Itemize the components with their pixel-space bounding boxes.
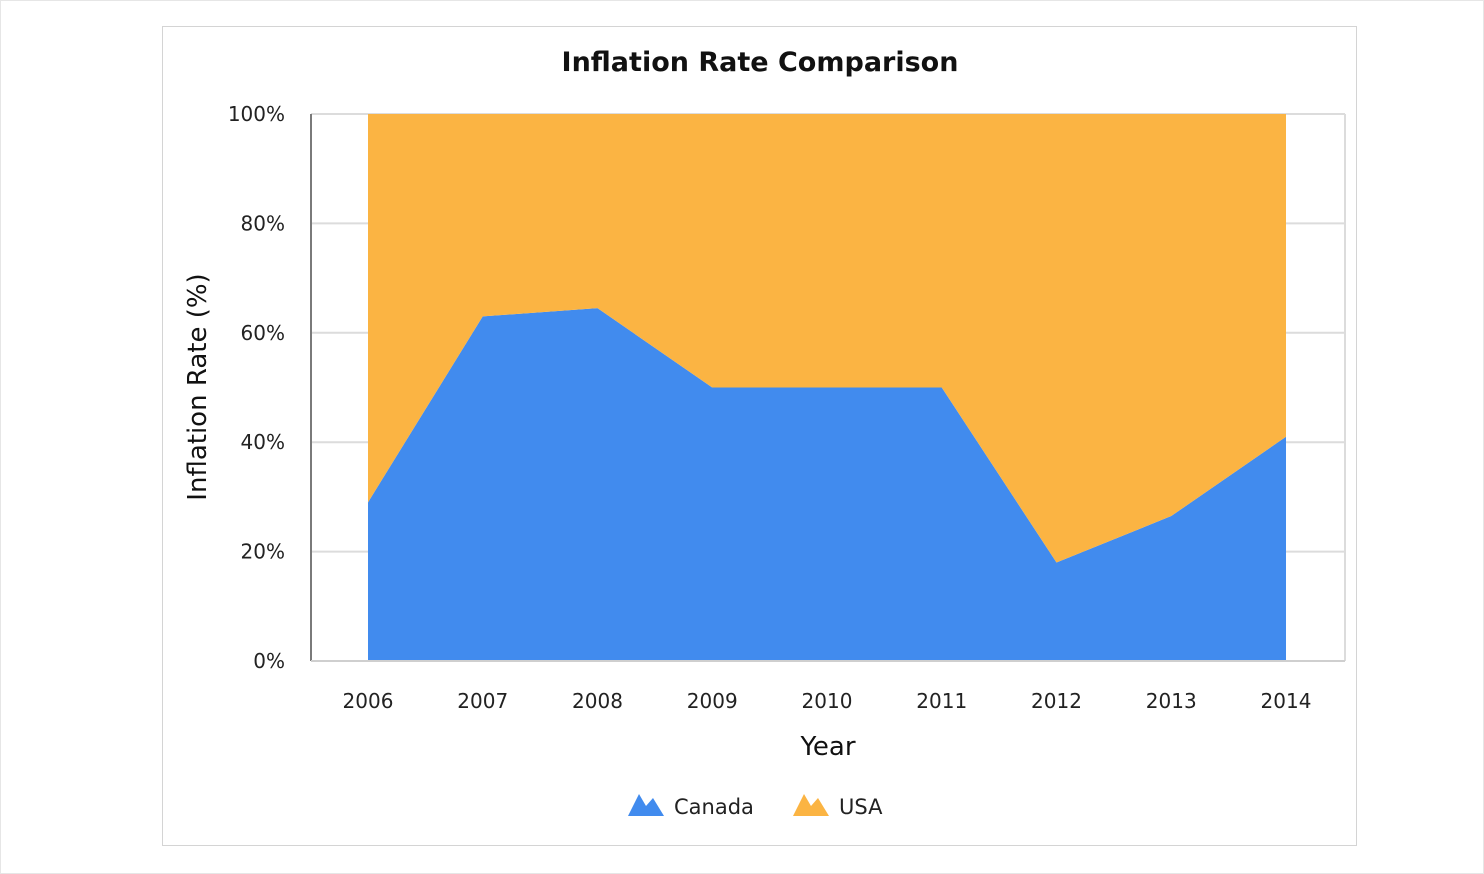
legend: Canada USA xyxy=(628,794,883,819)
legend-label: USA xyxy=(839,795,883,819)
legend-item-canada: Canada xyxy=(628,794,754,819)
area-layer xyxy=(368,114,1286,661)
chart-title: Inflation Rate Comparison xyxy=(562,47,959,78)
x-tick-label: 2006 xyxy=(343,689,394,713)
x-tick-label: 2012 xyxy=(1031,689,1082,713)
y-tick-label: 20% xyxy=(241,540,285,564)
y-tick-label: 80% xyxy=(241,211,285,235)
area-series-usa xyxy=(368,114,1286,563)
x-tick-label: 2007 xyxy=(457,689,508,713)
y-tick-label: 40% xyxy=(241,430,285,454)
x-axis-title: Year xyxy=(799,732,855,762)
x-tick-label: 2008 xyxy=(572,689,623,713)
chart-frame: Inflation Rate Comparison 0% 20% 40% 60% 80%… xyxy=(162,26,1357,846)
x-tick-label: 2009 xyxy=(687,689,738,713)
x-tick-labels: 2006 2007 2008 2009 2010 2011 2012 2013 2014 xyxy=(343,689,1312,713)
x-tick-label: 2013 xyxy=(1146,689,1197,713)
chart-svg: Inflation Rate Comparison 0% 20% 40% 60% 80%… xyxy=(183,47,1346,819)
x-tick-label: 2010 xyxy=(802,689,853,713)
y-tick-labels: 0% 20% 40% 60% 80% 100% xyxy=(228,102,285,673)
legend-label: Canada xyxy=(674,795,754,819)
y-tick-label: 60% xyxy=(241,321,285,345)
axis-layer xyxy=(310,114,1345,662)
y-tick-label: 100% xyxy=(228,102,285,126)
x-tick-label: 2011 xyxy=(916,689,967,713)
area-series-canada xyxy=(368,308,1286,661)
y-tick-label: 0% xyxy=(253,649,285,673)
y-axis-title: Inflation Rate (%) xyxy=(183,273,213,500)
legend-item-usa: USA xyxy=(793,794,883,819)
area-series-icon xyxy=(628,794,664,816)
x-tick-label: 2014 xyxy=(1261,689,1312,713)
area-series-icon xyxy=(793,794,829,816)
